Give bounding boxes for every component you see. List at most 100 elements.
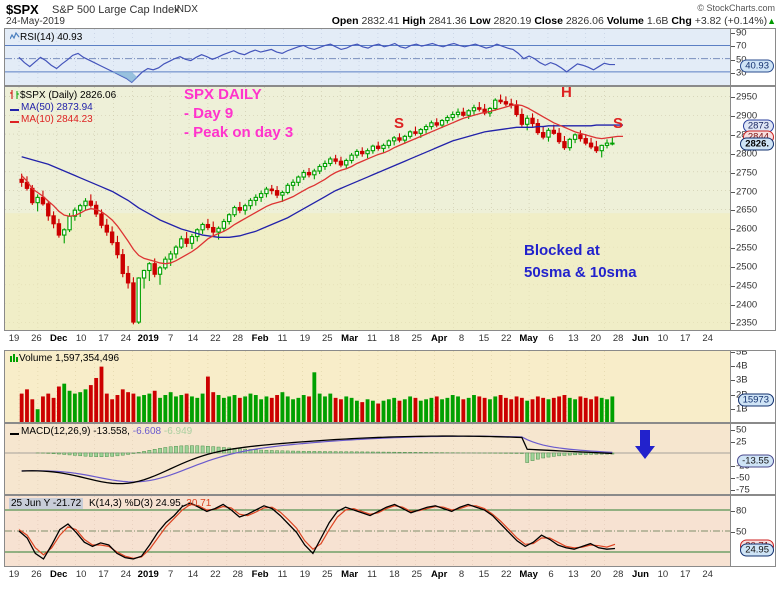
volume-legend-text: Volume 1,597,354,496 [19,353,120,364]
x-axis-tick-label: May [519,569,538,580]
axis-tick-mark [731,59,735,61]
x-axis-tick-label: 25 [321,333,333,344]
x-axis-tick-label: 13 [568,333,579,344]
axis-tick-mark [731,97,735,99]
axis-tick-label: 2350 [736,317,758,329]
axis-tick-label: 90 [736,28,747,39]
annotation-day-9: - Day 9 [184,105,234,122]
macd-signal-value: -6.608 [132,426,162,437]
axis-tick-mark [731,210,735,212]
open-value: 2832.41 [361,15,400,27]
annotation-blocked-at: Blocked at [524,242,600,259]
volume-value: 1.6B [646,15,669,27]
rsi-y-axis: 90 70 50 30 40.93 [730,29,775,85]
x-axis-tick-label: 7 [167,569,174,580]
price-panel: 2950290028502800275027002650260025502500… [4,86,776,331]
axis-tick-mark [731,380,735,382]
axis-tick-mark [731,408,735,410]
stochastics-legend: K(14,3) %D(3) 24.95, 30.71 [89,498,211,509]
volume-panel: 5B4B3B2B1B 15973 Volume 1,597,354,496 [4,350,776,423]
x-axis-tick-label: Dec [50,333,68,344]
symbol-ticker: $SPX [6,2,39,17]
symbol-name: S&P 500 Large Cap Index [52,4,180,16]
axis-tick-mark [731,116,735,118]
x-axis-tick-label: 14 [187,333,199,344]
axis-tick-mark [731,266,735,268]
axis-tick-label: -75 [736,484,750,495]
x-axis-tick-label: Jun [632,333,649,344]
stochastics-d-legend-value: 30.71 [186,498,212,509]
axis-tick-label: 2500 [736,261,758,273]
axis-tick-label: 2800 [736,148,758,160]
volume-legend: Volume 1,597,354,496 [10,353,119,364]
axis-tick-label: 4B [736,360,748,372]
x-axis-tick-label: 25 [411,333,423,344]
x-axis-tick-label: Feb [251,569,269,580]
close-label: Close [534,15,563,27]
axis-tick-label: 70 [736,40,747,52]
volume-label: Volume [606,15,644,27]
x-axis-tick-label: 28 [612,569,624,580]
x-axis-tick-label: 6 [548,333,554,344]
axis-tick-label: 2700 [736,186,758,198]
high-label: High [402,15,426,27]
axis-tick-mark [731,229,735,231]
axis-tick-label: 80 [736,505,747,517]
annotation-head: H [561,86,572,101]
ma50-legend: MA(50) 2873.94 [10,102,93,113]
axis-tick-mark [731,46,735,48]
price-legend: $SPX (Daily) 2826.06 [10,90,116,101]
macd-plot [5,424,731,494]
x-axis-tick-label: 17 [679,569,691,580]
axis-tick-mark [731,72,735,74]
rsi-legend-text: RSI(14) 40.93 [20,32,83,43]
ma50-swatch-icon [10,109,19,111]
axis-tick-mark [731,478,735,480]
x-axis-tick-label: 28 [612,333,624,344]
x-axis-tick-label: 11 [367,333,377,344]
x-axis-tick-label: Dec [50,569,68,580]
x-axis-tick-label: 13 [568,569,579,580]
axis-tick-mark [731,490,735,492]
stockcharts-watermark: © StockCharts.com [697,3,775,13]
x-axis-tick-label: 17 [679,333,691,344]
axis-tick-mark [731,532,735,533]
close-price-tag: 2826. [740,137,774,151]
axis-tick-label: 3B [736,374,748,386]
ma10-legend-text: MA(10) 2844.23 [21,114,93,125]
annotation-blocked-smas: 50sma & 10sma [524,264,637,281]
stochastics-plot [5,496,731,566]
volume-y-axis: 5B4B3B2B1B 15973 [730,351,775,422]
x-axis-tick-label: 10 [657,569,669,580]
axis-tick-label: 2650 [736,204,758,216]
ma50-legend-text: MA(50) 2873.94 [21,102,93,113]
x-axis-tick-label: Apr [430,569,448,580]
x-axis-tick-label: 26 [31,569,42,580]
x-axis-tick-label: 11 [277,333,288,344]
price-plot [5,87,731,330]
x-axis-tick-label: 24 [702,333,713,344]
x-axis-tick-label: 11 [367,569,377,580]
macd-legend: MACD(12,26,9) -13.558, -6.608 -6.949 [10,426,192,437]
axis-tick-mark [731,352,735,353]
axis-tick-mark [731,323,735,325]
x-axis-tick-label: 25 [411,569,423,580]
volume-plot [5,351,731,422]
x-axis-tick-label: 8 [458,569,465,580]
axis-tick-mark [731,285,735,287]
macd-histogram-value: -6.949 [163,426,193,437]
x-axis-tick-label: 22 [500,569,512,580]
rsi-indicator-icon [10,32,20,40]
axis-tick-mark [731,394,735,396]
x-axis-tick-label: 19 [299,333,311,344]
x-axis-tick-label: 15 [478,333,490,344]
x-axis-tick-label: 25 [321,569,333,580]
axis-tick-mark [731,366,735,368]
rsi-panel: 90 70 50 30 40.93 RSI(14) 40.93 [4,28,776,86]
axis-tick-label: 50 [736,526,747,538]
ma10-legend: MA(10) 2844.23 [10,114,93,125]
ohlc-quote-bar: Open 2832.41 High 2841.36 Low 2820.19 Cl… [332,15,776,27]
x-axis-tick-label: 20 [590,569,602,580]
